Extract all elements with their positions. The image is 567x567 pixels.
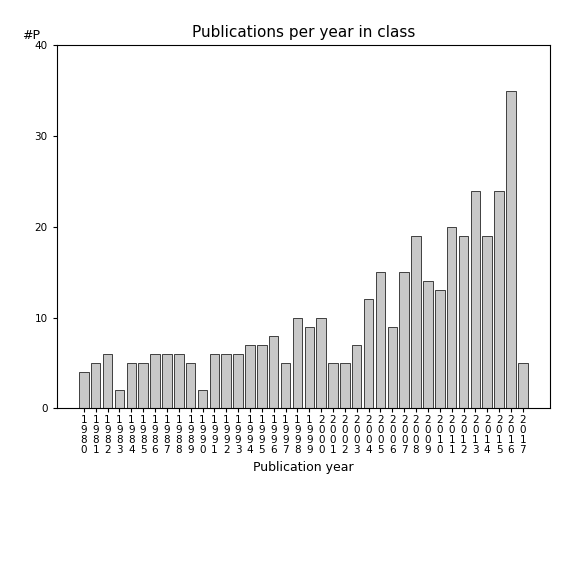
Bar [411, 236, 421, 408]
Bar [352, 345, 362, 408]
Bar [423, 281, 433, 408]
Bar [257, 345, 266, 408]
X-axis label: Publication year: Publication year [253, 461, 354, 474]
Text: #P: #P [22, 29, 40, 42]
Bar [293, 318, 302, 408]
Bar [162, 354, 172, 408]
Bar [115, 390, 124, 408]
Bar [245, 345, 255, 408]
Bar [388, 327, 397, 408]
Bar [210, 354, 219, 408]
Bar [471, 191, 480, 408]
Bar [234, 354, 243, 408]
Bar [150, 354, 160, 408]
Bar [483, 236, 492, 408]
Bar [91, 363, 100, 408]
Bar [316, 318, 326, 408]
Bar [447, 227, 456, 408]
Bar [435, 290, 445, 408]
Bar [126, 363, 136, 408]
Bar [340, 363, 350, 408]
Bar [328, 363, 338, 408]
Bar [222, 354, 231, 408]
Bar [506, 91, 516, 408]
Bar [174, 354, 184, 408]
Bar [494, 191, 504, 408]
Bar [364, 299, 373, 408]
Bar [518, 363, 527, 408]
Bar [459, 236, 468, 408]
Bar [103, 354, 112, 408]
Bar [186, 363, 196, 408]
Bar [281, 363, 290, 408]
Bar [138, 363, 148, 408]
Bar [269, 336, 278, 408]
Bar [79, 372, 88, 408]
Bar [304, 327, 314, 408]
Bar [399, 272, 409, 408]
Bar [376, 272, 385, 408]
Title: Publications per year in class: Publications per year in class [192, 25, 415, 40]
Bar [198, 390, 208, 408]
